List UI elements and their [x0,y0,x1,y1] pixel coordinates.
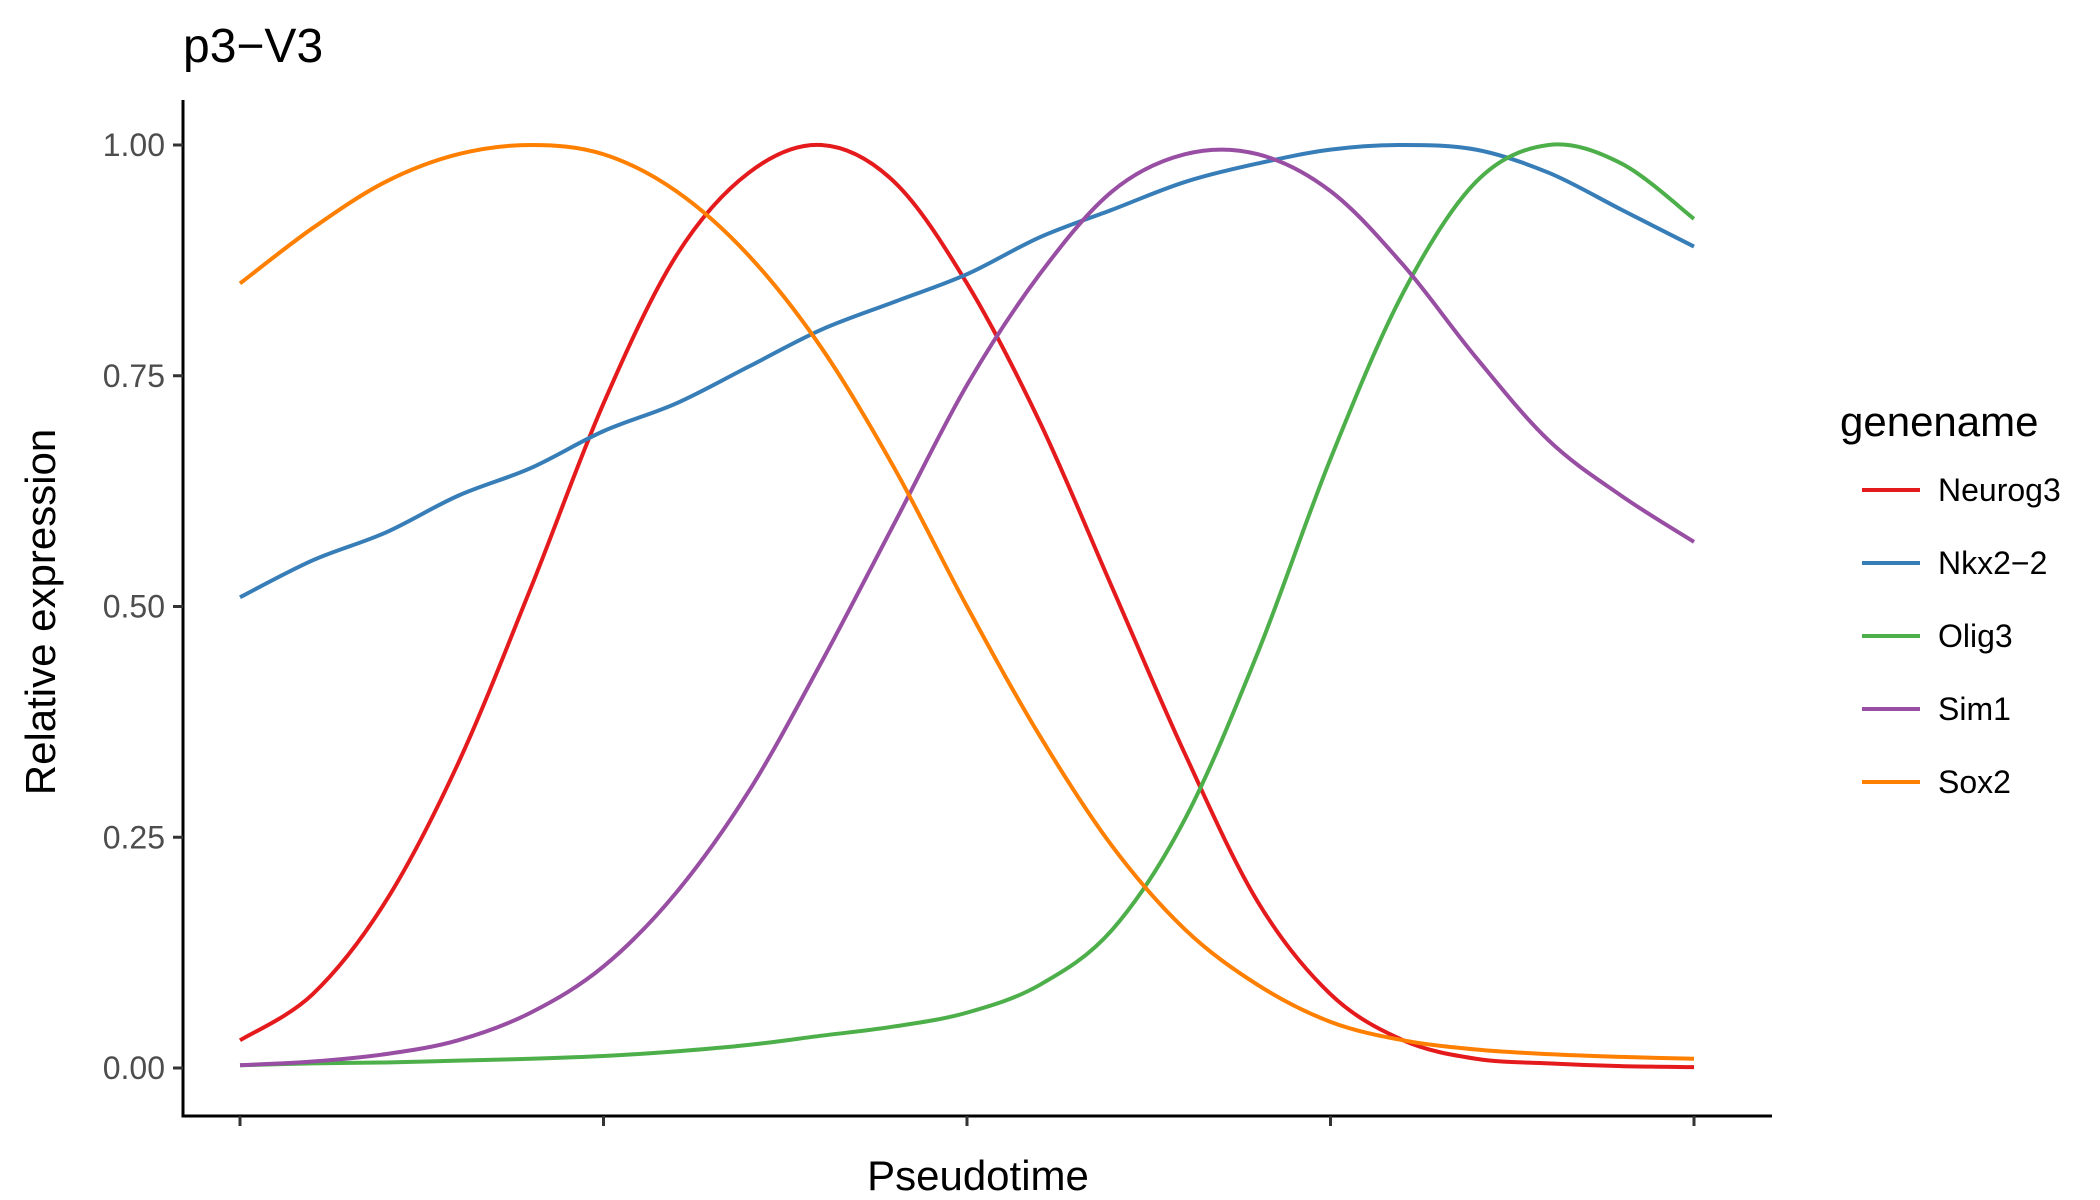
legend-items: Neurog3 Nkx2−2 Olig3 Sim1 Sox2 [1862,472,2061,800]
x-axis-ticks [238,1116,1696,1126]
chart-title: p3−V3 [183,20,323,73]
legend-label-1: Neurog3 [1938,472,2061,508]
series-layer [238,142,1696,1070]
y-tick-label-0: 0.00 [103,1050,165,1086]
legend-label-2: Nkx2−2 [1938,545,2047,581]
y-axis-ticks: 0.00 0.25 0.50 0.75 1.00 [103,127,183,1086]
series-line-2 [239,143,1695,600]
legend-label-5: Sox2 [1938,764,2011,800]
y-tick-label-3: 0.75 [103,358,165,394]
y-tick-label-2: 0.50 [103,589,165,625]
y-axis-title: Relative expression [17,429,64,796]
legend-label-3: Olig3 [1938,618,2013,654]
x-axis-title: Pseudotime [867,1152,1089,1199]
legend: genename Neurog3 Nkx2−2 Olig3 Sim1 Sox2 [1840,398,2061,800]
legend-label-4: Sim1 [1938,691,2011,727]
series-line-5 [238,143,1695,1061]
y-tick-label-1: 0.25 [103,819,165,855]
series-line-4 [239,147,1696,1068]
legend-title: genename [1840,398,2039,445]
series-line-3 [239,142,1696,1068]
y-tick-label-4: 1.00 [103,127,165,163]
